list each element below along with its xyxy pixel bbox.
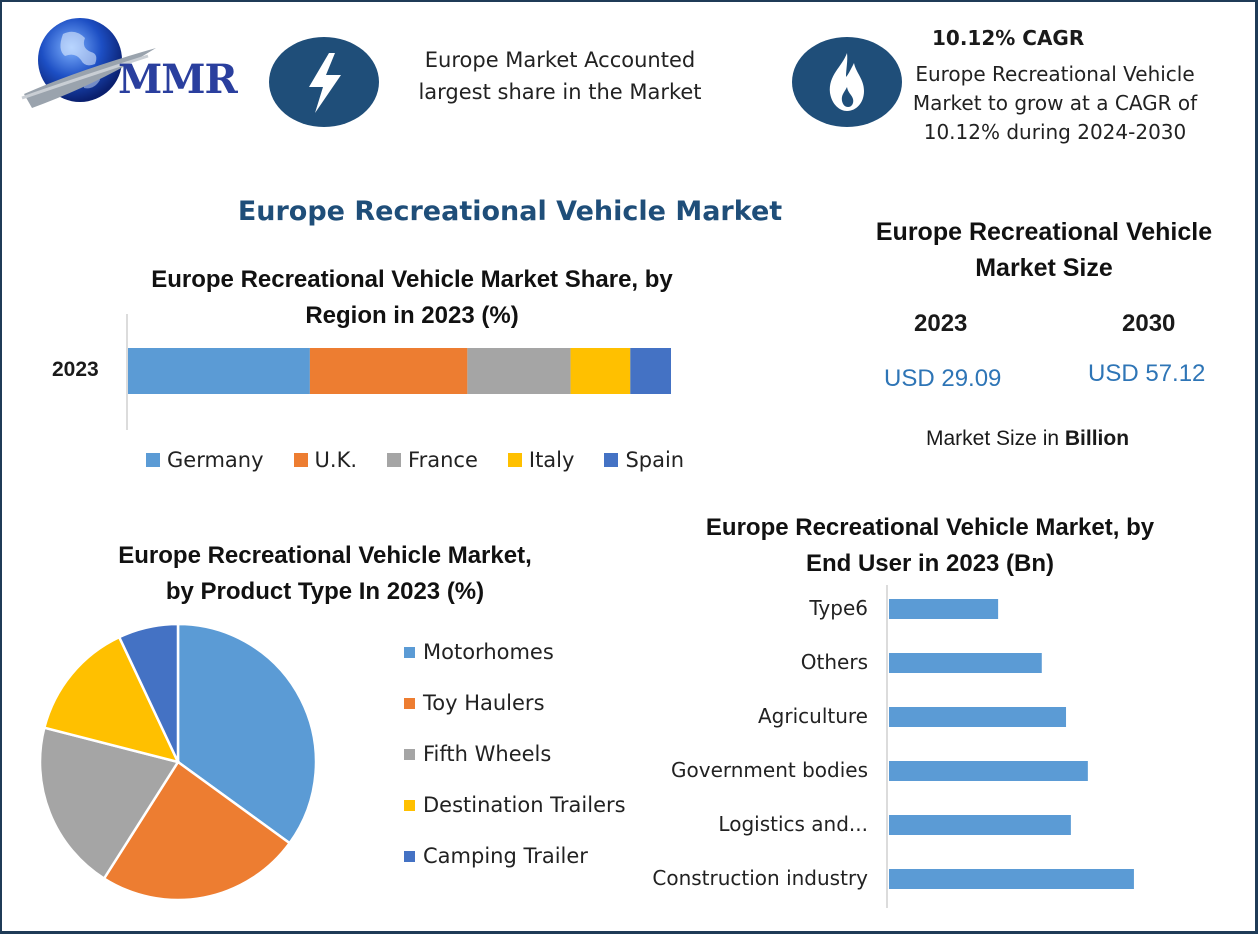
region-legend-label: Italy xyxy=(528,448,575,472)
region-legend-label: U.K. xyxy=(314,448,358,472)
product-legend-item-fifth-wheels: Fifth Wheels xyxy=(404,742,626,766)
market-size-year-2030: 2030 xyxy=(1122,310,1176,337)
region-bar-segment-spain xyxy=(630,348,671,394)
product-chart-title-line-2: by Product Type In 2023 (%) xyxy=(165,578,485,605)
product-legend-swatch xyxy=(404,697,415,709)
enduser-category-label-construction-industry: Construction industry xyxy=(652,866,868,890)
region-legend-item-italy: Italy xyxy=(507,448,575,472)
region-legend-label: France xyxy=(408,448,478,472)
enduser-category-labels: Type6 Others Agriculture Government bodies L… xyxy=(600,585,868,910)
region-legend-label: Spain xyxy=(625,448,685,472)
region-legend: Germany U.K. France Italy Spain xyxy=(146,448,684,472)
blurb-left: Europe Market Accounted largest share in… xyxy=(395,44,725,108)
product-legend-label: Camping Trailer xyxy=(423,844,588,868)
market-size-title-line-1: Europe Recreational Vehicle xyxy=(875,218,1213,246)
region-chart-title-line-2: Region in 2023 (%) xyxy=(305,302,519,329)
enduser-bar-chart xyxy=(886,585,1134,908)
enduser-bar-type6 xyxy=(889,599,999,619)
market-size-year-2023: 2023 xyxy=(914,310,968,337)
enduser-category-label-agriculture: Agriculture xyxy=(758,704,868,728)
pie-slice-fifth-wheels xyxy=(38,726,180,881)
enduser-chart-title-line-1: Europe Recreational Vehicle Market, by xyxy=(705,514,1155,541)
blurb-right: Europe Recreational Vehicle Market to gr… xyxy=(895,60,1215,147)
market-size-title-line-2: Market Size xyxy=(975,254,1113,282)
product-legend-swatch xyxy=(404,646,415,658)
flame-icon xyxy=(792,37,902,127)
region-chart-title: Europe Recreational Vehicle Market Share… xyxy=(100,262,724,334)
region-category-label: 2023 xyxy=(52,358,99,381)
region-legend-item-spain: Spain xyxy=(604,448,684,472)
region-chart-title-line-1: Europe Recreational Vehicle Market Share… xyxy=(151,266,673,293)
product-legend-item-motorhomes: Motorhomes xyxy=(404,640,626,664)
product-chart-title: Europe Recreational Vehicle Market, by P… xyxy=(80,538,570,610)
enduser-chart-title: Europe Recreational Vehicle Market, by E… xyxy=(660,510,1200,582)
region-legend-swatch xyxy=(604,453,619,467)
product-legend-item-camping-trailer: Camping Trailer xyxy=(404,844,626,868)
enduser-chart-title-line-2: End User in 2023 (Bn) xyxy=(805,550,1055,577)
blurb-right-line-1: Europe Recreational Vehicle xyxy=(915,62,1195,86)
blurb-right-line-3: 10.12% during 2024-2030 xyxy=(923,120,1187,144)
blurb-right-line-2: Market to grow at a CAGR of xyxy=(912,91,1198,115)
page-title: Europe Recreational Vehicle Market xyxy=(237,196,783,227)
cagr-title: 10.12% CAGR xyxy=(932,26,1085,50)
product-legend-swatch xyxy=(404,748,415,760)
market-size-value-2030: USD 57.12 xyxy=(1088,360,1206,387)
enduser-category-label-others: Others xyxy=(800,650,868,674)
product-legend-label: Fifth Wheels xyxy=(423,742,552,766)
region-bar-segment-france xyxy=(467,348,571,394)
market-size-unit: Market Size in Billion xyxy=(926,427,1129,451)
pie-slice-destination-trailers xyxy=(42,635,181,764)
product-pie-chart xyxy=(38,622,318,902)
product-chart-title-line-1: Europe Recreational Vehicle Market, xyxy=(118,542,532,569)
product-legend-swatch xyxy=(404,850,415,862)
product-legend-label: Destination Trailers xyxy=(423,793,626,817)
lightning-icon xyxy=(269,37,379,127)
product-legend: Motorhomes Toy Haulers Fifth Wheels Destina… xyxy=(404,640,626,895)
product-legend-label: Motorhomes xyxy=(423,640,554,664)
region-legend-item-u-k: U.K. xyxy=(293,448,358,472)
region-legend-item-germany: Germany xyxy=(146,448,264,472)
logo: MMR xyxy=(18,12,248,122)
region-legend-swatch xyxy=(293,453,308,467)
enduser-bar-logistics-and xyxy=(889,815,1071,835)
product-legend-item-toy-haulers: Toy Haulers xyxy=(404,691,626,715)
region-bar-segment-italy xyxy=(570,348,631,394)
pie-slice-camping-trailer xyxy=(117,622,180,763)
blurb-left-line-2: largest share in the Market xyxy=(418,80,702,104)
region-legend-label: Germany xyxy=(167,448,264,472)
product-legend-label: Toy Haulers xyxy=(423,691,545,715)
region-legend-swatch xyxy=(146,453,160,467)
globe-logo-icon xyxy=(21,18,156,108)
pie-slice-motorhomes xyxy=(176,622,318,845)
market-size-unit-bold: Billion xyxy=(1064,427,1130,450)
region-legend-item-france: France xyxy=(387,448,478,472)
region-bar-segment-germany xyxy=(128,348,310,394)
pie-slice-toy-haulers xyxy=(102,760,292,902)
blurb-left-line-1: Europe Market Accounted xyxy=(424,48,696,72)
region-legend-swatch xyxy=(507,453,522,467)
market-size-title: Europe Recreational Vehicle Market Size xyxy=(855,214,1233,286)
logo-text: MMR xyxy=(118,56,238,103)
region-legend-swatch xyxy=(387,453,402,467)
product-legend-swatch xyxy=(404,799,415,811)
market-size-value-2023: USD 29.09 xyxy=(884,365,1002,392)
product-legend-item-destination-trailers: Destination Trailers xyxy=(404,793,626,817)
enduser-bar-agriculture xyxy=(889,707,1067,727)
region-bar-segment-u-k xyxy=(309,348,468,394)
enduser-bar-construction-industry xyxy=(889,869,1134,889)
enduser-category-label-type6: Type6 xyxy=(809,596,868,620)
enduser-category-label-government-bodies: Government bodies xyxy=(671,758,868,782)
enduser-bar-others xyxy=(889,653,1042,673)
market-size-unit-prefix: Market Size in xyxy=(926,427,1065,450)
enduser-category-label-logistics-and: Logistics and... xyxy=(718,812,868,836)
enduser-bar-government-bodies xyxy=(889,761,1088,781)
region-stacked-bar-chart xyxy=(126,314,671,430)
